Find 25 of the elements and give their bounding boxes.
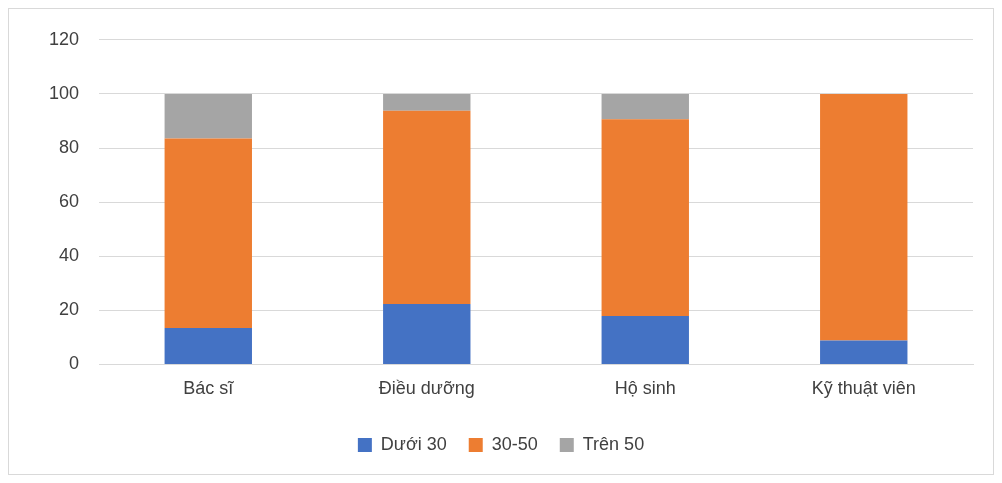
x-tick-label: Kỹ thuật viên [811,378,916,399]
y-tick-label: 0 [69,353,80,374]
y-tick-label: 120 [48,28,80,49]
bar [601,315,689,364]
bar [383,304,471,364]
legend-label: Trên 50 [582,433,645,454]
bar [164,93,252,139]
x-tick-label: Điều dưỡng [378,378,475,399]
legend-label: Dưới 30 [380,433,447,454]
y-tick-label: 100 [48,82,80,103]
bar [601,119,689,316]
y-tick-label: 40 [59,245,80,266]
bar [383,93,471,111]
legend-label: 30-50 [491,433,538,454]
bar [820,340,908,364]
y-tick-label: 80 [59,136,80,157]
bar [164,138,252,328]
bar [164,327,252,364]
x-tick-label: Bác sĩ [183,378,235,399]
bar [820,93,908,341]
bar [383,110,471,305]
y-tick-label: 60 [59,191,80,212]
y-tick-label: 20 [59,299,80,320]
bar [601,93,689,120]
x-tick-label: Hộ sinh [614,378,676,399]
